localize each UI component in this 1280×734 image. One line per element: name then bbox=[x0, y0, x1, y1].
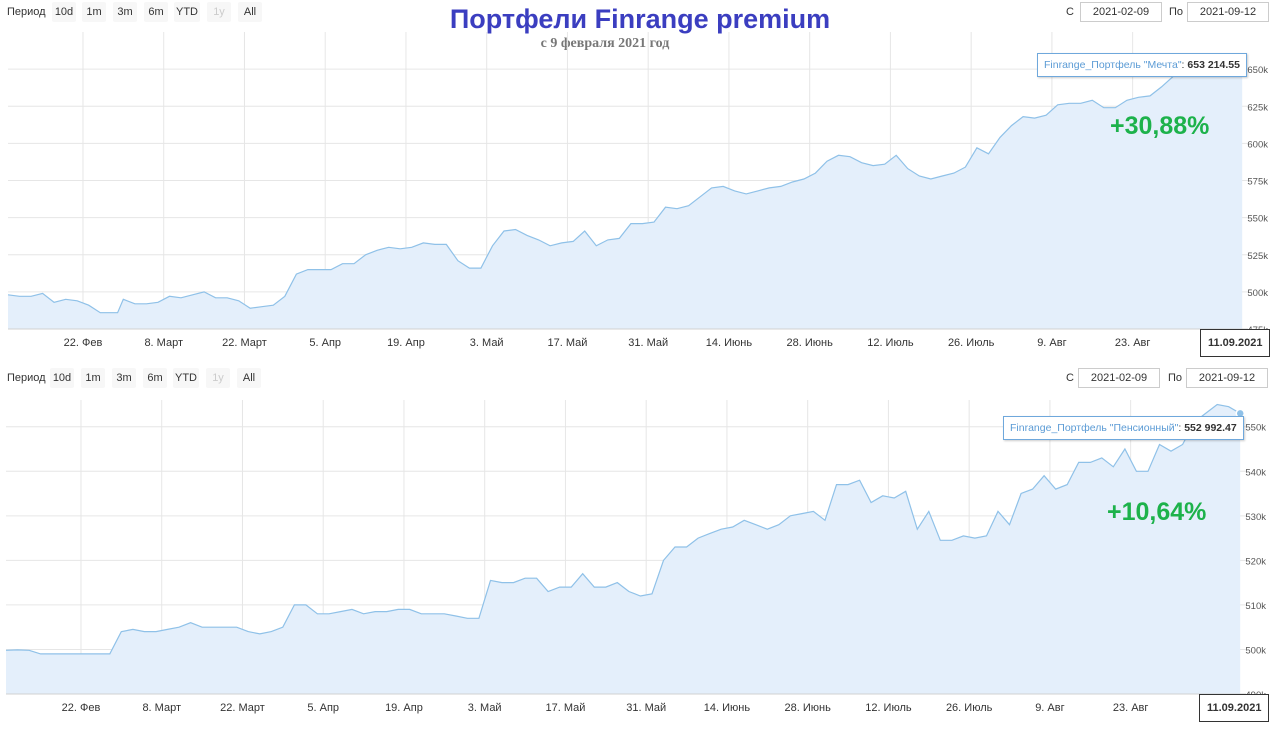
x-tick-label: 14. Июнь bbox=[706, 337, 753, 349]
to-date-input[interactable]: 2021-09-12 bbox=[1186, 368, 1268, 388]
period-label: Период bbox=[7, 6, 46, 18]
range-button-6m[interactable]: 6m bbox=[143, 368, 167, 388]
x-tick-label: 28. Июнь bbox=[785, 702, 832, 714]
percent-change-label: +10,64% bbox=[1107, 498, 1207, 526]
x-tick-label: 12. Июль bbox=[867, 337, 914, 349]
x-tick-label: 17. Май bbox=[545, 702, 585, 714]
tooltip-value: 653 214.55 bbox=[1187, 59, 1240, 71]
x-tick-label: 9. Авг bbox=[1037, 337, 1066, 349]
to-label: По bbox=[1169, 6, 1184, 18]
range-button-3m[interactable]: 3m bbox=[112, 368, 136, 388]
from-date-input[interactable]: 2021-02-09 bbox=[1078, 368, 1160, 388]
series-area bbox=[8, 57, 1243, 329]
x-tick-label: 22. Фев bbox=[62, 702, 101, 714]
range-button-all[interactable]: All bbox=[237, 368, 261, 388]
range-button-6m[interactable]: 6m bbox=[144, 2, 168, 22]
x-tick-label: 22. Март bbox=[222, 337, 267, 349]
x-tick-label: 19. Апр bbox=[385, 702, 423, 714]
x-tick-label: 3. Май bbox=[470, 337, 504, 349]
current-date-label: 11.09.2021 bbox=[1200, 329, 1271, 357]
y-tick-label: 510k bbox=[1245, 601, 1266, 612]
x-tick-label: 8. Март bbox=[142, 702, 181, 714]
y-tick-label: 575k bbox=[1247, 177, 1268, 188]
from-date-input[interactable]: 2021-02-09 bbox=[1080, 2, 1162, 22]
to-date-input[interactable]: 2021-09-12 bbox=[1187, 2, 1269, 22]
y-tick-label: 650k bbox=[1247, 65, 1268, 76]
y-tick-label: 500k bbox=[1247, 288, 1268, 299]
range-button-1y: 1y bbox=[207, 2, 231, 22]
x-tick-label: 22. Фев bbox=[64, 337, 103, 349]
x-tick-label: 23. Авг bbox=[1113, 702, 1149, 714]
x-tick-label: 8. Март bbox=[144, 337, 183, 349]
range-button-all[interactable]: All bbox=[238, 2, 262, 22]
area-chart-pensionny: 22. Фев 8. Март 22. Март 5. Апр 19. Апр 3. Ма… bbox=[5, 400, 1266, 714]
x-tick-label: 31. Май bbox=[628, 337, 668, 349]
chart-panel-1: Период 10d 1m 3m 6m YTD 1y All С 2021-02… bbox=[0, 0, 1280, 362]
y-tick-label: 500k bbox=[1245, 645, 1266, 656]
range-toolbar: Период 10d 1m 3m 6m YTD 1y All С 2021-02… bbox=[0, 366, 1280, 390]
tooltip-series-name: Finrange_Портфель "Пенсионный" bbox=[1010, 422, 1179, 434]
page-title: Портфели Finrange premium bbox=[449, 4, 831, 34]
x-tick-label: 14. Июнь bbox=[704, 702, 751, 714]
x-tick-label: 31. Май bbox=[626, 702, 666, 714]
series-tooltip: Finrange_Портфель "Мечта": 653 214.55 bbox=[1037, 53, 1247, 77]
current-date-label: 11.09.2021 bbox=[1199, 694, 1270, 722]
range-button-ytd[interactable]: YTD bbox=[173, 368, 199, 388]
range-button-10d[interactable]: 10d bbox=[52, 2, 76, 22]
x-tick-label: 22. Март bbox=[220, 702, 265, 714]
x-tick-label: 26. Июль bbox=[946, 702, 993, 714]
y-tick-label: 525k bbox=[1247, 251, 1268, 262]
series-area bbox=[6, 404, 1241, 694]
area-chart-mechta: 22. Фев 8. Март 22. Март 5. Апр 19. Апр 3. Ма… bbox=[7, 32, 1268, 349]
x-tick-label: 23. Авг bbox=[1115, 337, 1151, 349]
from-label: С bbox=[1066, 372, 1074, 384]
range-toolbar: Период 10d 1m 3m 6m YTD 1y All С 2021-02… bbox=[0, 0, 1280, 24]
page-subtitle: с 9 февраля 2021 год bbox=[540, 36, 670, 51]
y-tick-label: 540k bbox=[1245, 467, 1266, 478]
percent-change-label: +30,88% bbox=[1110, 112, 1210, 140]
x-tick-label: 12. Июль bbox=[865, 702, 912, 714]
to-label: По bbox=[1168, 372, 1183, 384]
y-tick-label: 550k bbox=[1247, 214, 1268, 225]
chart-panel-2: Период 10d 1m 3m 6m YTD 1y All С 2021-02… bbox=[0, 366, 1280, 734]
range-button-3m[interactable]: 3m bbox=[113, 2, 137, 22]
x-tick-label: 5. Апр bbox=[307, 702, 339, 714]
tooltip-series-name: Finrange_Портфель "Мечта" bbox=[1044, 59, 1182, 71]
x-tick-label: 5. Апр bbox=[309, 337, 341, 349]
range-button-10d[interactable]: 10d bbox=[50, 368, 74, 388]
y-tick-label: 600k bbox=[1247, 139, 1268, 150]
series-line bbox=[7, 56, 1243, 314]
period-label: Период bbox=[7, 372, 46, 384]
range-button-1y: 1y bbox=[206, 368, 230, 388]
x-tick-label: 28. Июнь bbox=[787, 337, 834, 349]
series-tooltip: Finrange_Портфель "Пенсионный": 552 992.… bbox=[1003, 416, 1244, 440]
y-tick-label: 550k bbox=[1245, 423, 1266, 434]
y-tick-label: 520k bbox=[1245, 556, 1266, 567]
range-button-ytd[interactable]: YTD bbox=[174, 2, 200, 22]
y-tick-label: 530k bbox=[1245, 512, 1266, 523]
x-tick-label: 19. Апр bbox=[387, 337, 425, 349]
x-tick-label: 26. Июль bbox=[948, 337, 995, 349]
range-button-1m[interactable]: 1m bbox=[82, 2, 106, 22]
x-tick-label: 3. Май bbox=[468, 702, 502, 714]
from-label: С bbox=[1066, 6, 1074, 18]
x-tick-label: 9. Авг bbox=[1035, 702, 1064, 714]
range-button-1m[interactable]: 1m bbox=[81, 368, 105, 388]
y-tick-label: 625k bbox=[1247, 102, 1268, 113]
tooltip-value: 552 992.47 bbox=[1184, 422, 1237, 434]
x-tick-label: 17. Май bbox=[547, 337, 587, 349]
series-line bbox=[5, 403, 1241, 655]
